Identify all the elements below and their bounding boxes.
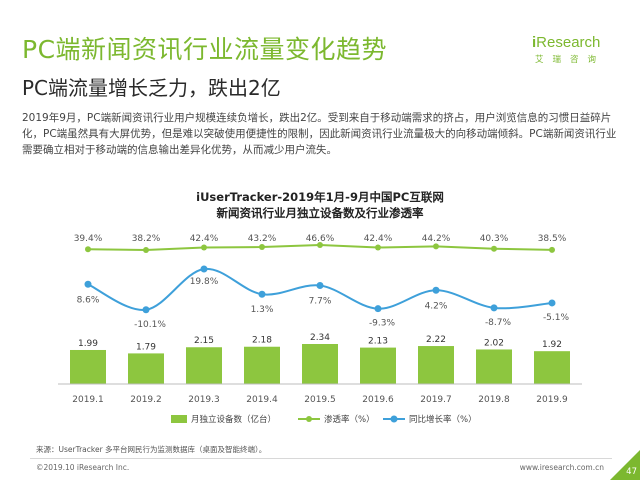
source-note: 来源：UserTracker 多平台网民行为监测数据库（桌面及智能终端）。	[36, 445, 267, 454]
growth-label: 8.6%	[77, 295, 100, 305]
growth-label: 4.2%	[425, 301, 448, 311]
bar	[70, 349, 106, 384]
logo-prefix: i	[532, 34, 537, 51]
legend-swatch-bars	[171, 415, 187, 423]
penetration-label: 42.4%	[190, 234, 219, 244]
legend-label-penetration: 渗透率（%）	[324, 414, 375, 425]
penetration-label: 42.4%	[364, 234, 393, 244]
penetration-label: 39.4%	[74, 234, 103, 244]
growth-point	[432, 286, 440, 294]
x-tick-label: 2019.6	[362, 395, 394, 405]
growth-label: 1.3%	[251, 305, 274, 315]
penetration-point	[201, 244, 207, 251]
penetration-point	[259, 244, 265, 251]
penetration-point	[491, 245, 497, 252]
bar	[244, 346, 280, 384]
bar-value-label: 1.92	[542, 340, 562, 350]
growth-point	[548, 299, 556, 307]
penetration-point	[375, 244, 381, 251]
page-subtitle: PC端流量增长乏力，跌出2亿	[22, 76, 281, 100]
bar	[302, 344, 338, 384]
bar	[476, 349, 512, 384]
page-title: PC端新闻资讯行业流量变化趋势	[22, 35, 388, 64]
footer-divider	[30, 458, 612, 459]
bar-value-label: 2.02	[484, 338, 504, 348]
legend-marker-penetration	[306, 416, 312, 422]
bar	[186, 347, 222, 384]
x-tick-label: 2019.7	[420, 395, 452, 405]
bar-value-label: 2.34	[310, 333, 330, 343]
bar-value-label: 2.15	[194, 336, 214, 346]
chart-title-line2: 新闻资讯行业月独立设备数及行业渗透率	[217, 206, 424, 220]
penetration-label: 46.6%	[306, 234, 335, 244]
growth-point	[84, 280, 92, 288]
growth-label: -5.1%	[543, 313, 570, 323]
x-tick-label: 2019.2	[130, 395, 162, 405]
bar-value-label: 2.13	[368, 337, 388, 347]
penetration-point	[317, 242, 323, 248]
penetration-label: 38.5%	[538, 234, 567, 244]
bar	[534, 351, 570, 384]
legend-label-bars: 月独立设备数（亿台）	[191, 414, 276, 425]
penetration-label: 38.2%	[132, 234, 161, 244]
logo-name: Research	[536, 34, 601, 51]
penetration-label: 43.2%	[248, 234, 277, 244]
chart-title-line1: iUserTracker-2019年1月-9月中国PC互联网	[196, 190, 444, 204]
growth-label: -8.7%	[485, 318, 512, 328]
logo-subtitle: 艾瑞咨询	[535, 55, 606, 65]
growth-label: -9.3%	[369, 319, 396, 329]
page-corner	[610, 450, 640, 480]
legend-marker-growth	[390, 415, 398, 423]
bar-value-label: 2.22	[426, 335, 446, 345]
x-tick-label: 2019.4	[246, 395, 278, 405]
page-number: 47	[626, 467, 637, 477]
x-tick-label: 2019.3	[188, 395, 220, 405]
iresearch-logo: iResearch 艾瑞咨询	[532, 34, 628, 74]
growth-label: -10.1%	[134, 320, 166, 330]
penetration-label: 44.2%	[422, 234, 451, 244]
growth-point	[316, 282, 324, 289]
penetration-label: 40.3%	[480, 234, 509, 244]
legend-label-growth: 同比增长率（%）	[409, 414, 477, 425]
bar	[360, 347, 396, 384]
bar	[128, 353, 164, 384]
copyright: ©2019.10 iResearch Inc.	[36, 463, 130, 472]
growth-label: 19.8%	[190, 277, 219, 287]
penetration-point	[549, 246, 555, 253]
growth-point	[142, 306, 150, 314]
growth-point	[258, 290, 266, 298]
penetration-point	[433, 243, 439, 250]
body-paragraph: 2019年9月，PC端新闻资讯行业用户规模连续负增长，跌出2亿。受到来自于移动端…	[22, 112, 617, 156]
bar-value-label: 1.79	[136, 342, 156, 352]
x-tick-label: 2019.8	[478, 395, 510, 405]
penetration-point	[143, 247, 149, 253]
logo-wordmark: iResearch	[532, 34, 628, 51]
growth-point	[374, 305, 382, 313]
footer-url[interactable]: www.iresearch.com.cn	[519, 463, 604, 472]
growth-point	[490, 304, 498, 312]
growth-label: 7.7%	[309, 297, 332, 307]
growth-point	[200, 265, 208, 273]
bar	[418, 346, 454, 384]
bar-value-label: 2.18	[252, 336, 272, 346]
x-tick-label: 2019.5	[304, 395, 336, 405]
x-tick-label: 2019.1	[72, 395, 104, 405]
penetration-point	[85, 246, 91, 253]
bar-value-label: 1.99	[78, 339, 98, 349]
x-tick-label: 2019.9	[536, 395, 568, 405]
